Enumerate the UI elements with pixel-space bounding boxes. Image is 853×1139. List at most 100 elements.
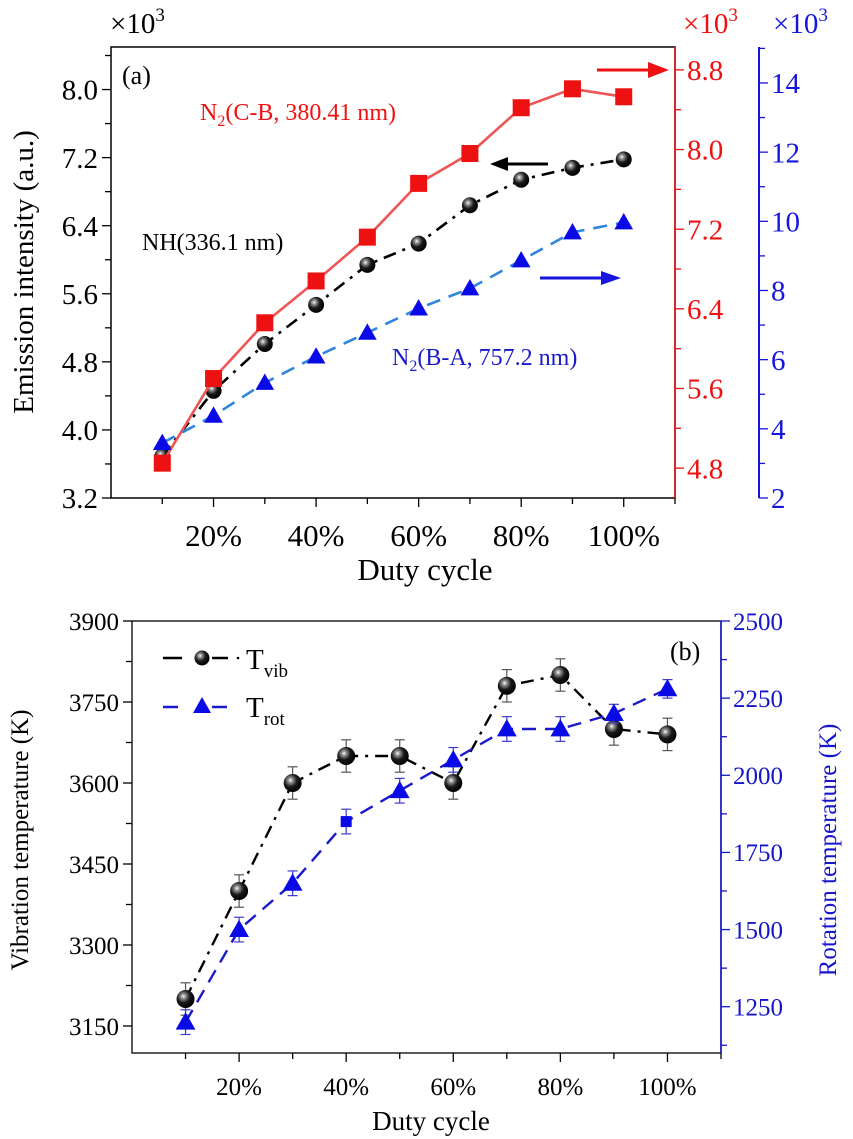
x-tick-label: 100% — [588, 518, 660, 553]
x-tick-label: 100% — [638, 1074, 696, 1101]
x-tick-label: 80% — [537, 1074, 583, 1101]
data-point-sphere — [461, 197, 478, 214]
data-point-triangle — [358, 323, 377, 340]
y-tick-label-right: 2000 — [733, 763, 783, 790]
data-point-square — [307, 272, 325, 290]
y-tick-label-right: 1250 — [733, 994, 783, 1021]
y-tick-label-left: 8.0 — [62, 75, 98, 107]
y-tick-label-right: 1750 — [733, 840, 783, 867]
legend-item-trot: Trot — [163, 692, 286, 730]
arrow-nh-left-axis — [490, 157, 548, 171]
data-point-sphere — [176, 990, 195, 1008]
data-point-triangle — [282, 873, 303, 891]
data-point-square — [563, 80, 581, 98]
data-point-triangle — [511, 251, 531, 268]
data-point-square — [410, 174, 428, 192]
panel-b: 20% 40% 60% 80% 100% 3150 3300 3450 3600 3750 3900… — [7, 609, 842, 1136]
annotation-n2-cb-main: N — [200, 100, 217, 126]
y-tick-label-right: 2250 — [733, 686, 783, 713]
data-point-sphere — [359, 256, 376, 273]
legend-b: Tvib Trot — [163, 644, 288, 730]
data-point-triangle — [657, 678, 678, 697]
y-tick-label-left: 3600 — [69, 771, 119, 798]
y-tick-label-right: 1500 — [733, 917, 783, 944]
axes-ticks-a: 20% 40% 60% 80% 100% 3.2 4.0 4.8 5.6 6.4 7.2 8.0 4.8… — [62, 47, 801, 553]
data-point-sphere — [604, 720, 623, 738]
data-point-square — [461, 145, 479, 163]
annotation-n2-ba-sub: 2 — [409, 358, 417, 375]
legend-trot-main: T — [246, 692, 264, 724]
y-tick-label-right2: 2 — [771, 483, 786, 515]
y-axis-title-right-b: Rotation temperature (K) — [815, 724, 842, 977]
data-point-triangle — [496, 719, 517, 737]
data-point-sphere — [308, 296, 325, 313]
data-point-triangle — [204, 406, 223, 423]
data-point-triangle — [460, 279, 480, 296]
data-point-square — [615, 88, 633, 106]
data-point-sphere — [410, 235, 427, 252]
x-tick-label: 20% — [185, 518, 242, 553]
data-point-sphere — [497, 676, 516, 695]
y-tick-label-left: 3900 — [69, 609, 119, 636]
y-tick-label-right1: 5.6 — [687, 374, 723, 406]
y-tick-label-right1: 7.2 — [687, 214, 723, 246]
y-tick-label-right1: 4.8 — [687, 453, 723, 485]
annotation-n2-cb-sub: 2 — [217, 113, 225, 130]
y-axis-title-left-a: Emission intensity (a.u.) — [8, 130, 40, 414]
y-tick-label-right: 2500 — [733, 609, 783, 636]
series-line-2 — [161, 221, 624, 445]
multiplier-left-a-exp: 3 — [155, 5, 165, 26]
series-line-1 — [161, 87, 624, 464]
y-tick-label-left: 3150 — [69, 1014, 119, 1041]
multiplier-blue-a-base: ×10 — [773, 8, 818, 40]
data-point-triangle — [389, 780, 410, 799]
panel-a: 20% 40% 60% 80% 100% 3.2 4.0 4.8 5.6 6.4 7.2 8.0 4.8… — [8, 5, 828, 587]
data-point-triangle — [604, 703, 624, 721]
multiplier-blue-a: ×103 — [773, 5, 828, 40]
x-tick-label: 40% — [323, 1074, 369, 1101]
annotation-n2-ba-main: N — [392, 345, 409, 371]
y-tick-label-left: 5.6 — [62, 279, 98, 311]
data-point-square — [512, 99, 530, 117]
y-tick-label-right1: 8.0 — [687, 135, 723, 167]
y-tick-label-right1: 8.8 — [687, 55, 723, 87]
y-tick-label-right2: 6 — [771, 345, 786, 377]
legend-label-trot: Trot — [246, 692, 286, 730]
data-point-sphere — [658, 725, 677, 744]
plot-area-b — [131, 620, 722, 1054]
data-point-triangle — [255, 373, 275, 390]
x-axis-title-b: Duty cycle — [372, 1106, 490, 1136]
y-tick-label-right2: 8 — [771, 276, 786, 308]
multiplier-left-a: ×103 — [110, 5, 165, 40]
data-point-triangle — [229, 919, 249, 937]
legend-sphere-icon — [194, 650, 210, 666]
annotation-nh: NH(336.1 nm) — [142, 230, 283, 256]
multiplier-left-a-base: ×10 — [110, 8, 155, 40]
arrow-n2cb-red-axis — [597, 62, 669, 78]
x-axis-title-a: Duty cycle — [357, 552, 492, 587]
data-point-sphere — [230, 882, 249, 900]
annotation-n2-cb: N2(C-B, 380.41 nm) — [200, 100, 396, 130]
annotation-n2-ba: N2(B-A, 757.2 nm) — [392, 345, 577, 375]
data-point-square — [205, 370, 223, 388]
legend-triangle-icon — [193, 697, 211, 713]
data-point-sphere — [256, 335, 273, 352]
panel-label-a: (a) — [122, 61, 151, 90]
data-point-square — [153, 454, 171, 472]
y-tick-label-left: 3300 — [69, 933, 119, 960]
y-tick-label-right2: 12 — [771, 137, 800, 169]
data-point-sphere — [444, 774, 463, 792]
y-tick-label-left: 3750 — [69, 690, 119, 717]
data-point-sphere — [564, 159, 581, 176]
x-tick-label: 40% — [288, 518, 345, 553]
y-tick-label-left: 4.0 — [62, 415, 98, 447]
series-line-1 — [184, 687, 668, 1023]
data-point-square — [358, 228, 376, 246]
series-line-0 — [184, 673, 668, 1000]
series-a — [152, 80, 634, 472]
data-point-triangle — [409, 299, 428, 316]
data-point-sphere — [615, 151, 632, 168]
data-point-triangle — [563, 223, 582, 240]
x-tick-label: 60% — [390, 518, 447, 553]
